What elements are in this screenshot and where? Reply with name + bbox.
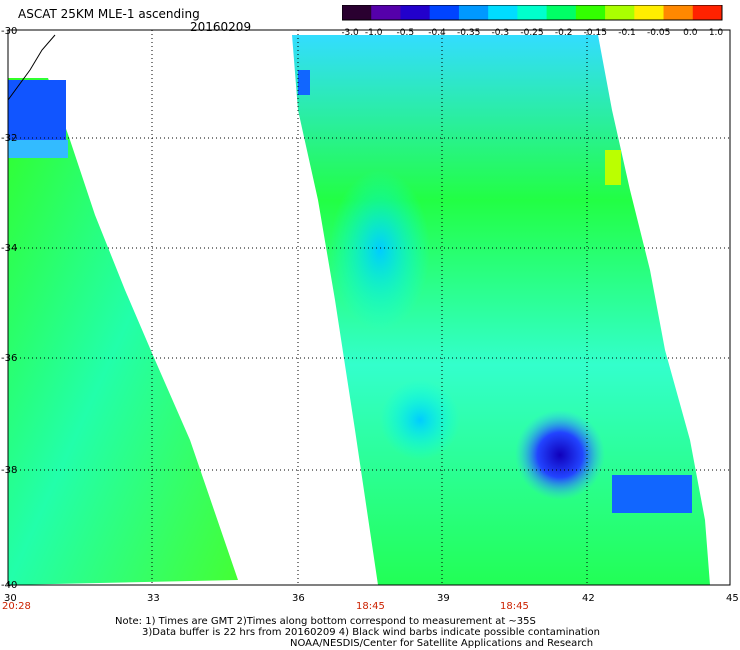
colorbar-swatch <box>517 5 548 20</box>
right-swath-blue-band <box>612 475 692 513</box>
note-line-1: Note: 1) Times are GMT 2)Times along bot… <box>115 616 536 627</box>
right-swath-blue-patch <box>298 70 310 95</box>
colorbar-swatch <box>342 5 372 20</box>
colorbar-frame <box>342 5 723 21</box>
colorbar-swatch <box>634 5 665 20</box>
product-title: ASCAT 25KM MLE-1 ascending <box>18 7 200 21</box>
map-frame <box>7 29 731 586</box>
lat-label: -30 <box>1 26 18 37</box>
lat-label: -32 <box>1 133 18 144</box>
lon-label: 33 <box>147 593 160 604</box>
colorbar-tick-label: 0.0 <box>683 28 698 38</box>
wind-barb <box>7 34 56 101</box>
yellow-patch <box>605 150 621 185</box>
colorbar-tick-label: -3.0 <box>342 28 359 38</box>
note-line-2: 3)Data buffer is 22 hrs from 20160209 4)… <box>142 627 600 638</box>
low-pressure-core <box>515 410 605 500</box>
colorbar-tick-label: -0.2 <box>555 28 573 38</box>
lon-label: 39 <box>437 593 450 604</box>
note-line-3: NOAA/NESDIS/Center for Satellite Applica… <box>290 638 594 649</box>
left-swath-edge <box>8 140 68 158</box>
colorbar-tick-label: -0.35 <box>457 28 480 38</box>
colorbar-swatch <box>605 5 635 20</box>
time-label: 18:45 <box>500 601 529 612</box>
colorbar-tick-label: -1.0 <box>365 28 383 38</box>
colorbar-swatch <box>663 5 694 20</box>
cyan-blob-2 <box>380 380 460 460</box>
colorbar-tick-label: -0.4 <box>428 28 446 38</box>
lat-label: -36 <box>1 353 18 364</box>
colorbar-swatch <box>546 5 577 20</box>
lat-label: -34 <box>1 243 18 254</box>
colorbar-swatch <box>458 5 489 20</box>
colorbar-tick-label: 1.0 <box>709 28 724 38</box>
lat-label: -38 <box>1 465 18 476</box>
lon-label: 42 <box>582 593 595 604</box>
left-swath <box>8 78 238 585</box>
colorbar-tick-label: -0.25 <box>520 28 543 38</box>
colorbar-tick-label: -0.5 <box>397 28 415 38</box>
colorbar-swatch <box>371 5 401 20</box>
colorbar-tick-label: -0.3 <box>492 28 510 38</box>
colorbar-tick-label: -0.1 <box>618 28 636 38</box>
colorbar-swatch <box>692 5 723 20</box>
colorbar-swatch <box>400 5 431 20</box>
colorbar-tick-label: -0.15 <box>584 28 607 38</box>
colorbar-swatch <box>488 5 518 20</box>
colorbar-tick-label: -0.05 <box>647 28 670 38</box>
lon-label: 45 <box>726 593 739 604</box>
colorbar-swatch <box>575 5 606 20</box>
lat-label: -40 <box>1 580 18 591</box>
time-label: 18:45 <box>356 601 385 612</box>
graticule <box>8 30 730 585</box>
map-plot <box>7 29 731 586</box>
colorbar-swatch <box>429 5 460 20</box>
time-label: 20:28 <box>2 601 31 612</box>
cyan-blob-1 <box>330 170 430 330</box>
lon-label: 36 <box>292 593 305 604</box>
colorbar-legend: -3.0 -1.0 -0.5 -0.4 -0.35 -0.3 -0.25 -0.2 -0.15 -… <box>342 5 724 38</box>
lon-label: 30 <box>4 593 17 604</box>
